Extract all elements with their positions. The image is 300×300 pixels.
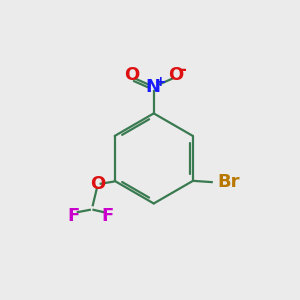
Text: F: F (101, 207, 113, 225)
Text: F: F (67, 207, 79, 225)
Text: O: O (168, 66, 183, 84)
Text: O: O (124, 66, 140, 84)
Text: Br: Br (217, 173, 239, 191)
Text: N: N (145, 78, 160, 96)
Text: -: - (179, 61, 186, 79)
Text: +: + (154, 75, 166, 89)
Text: O: O (90, 176, 105, 194)
